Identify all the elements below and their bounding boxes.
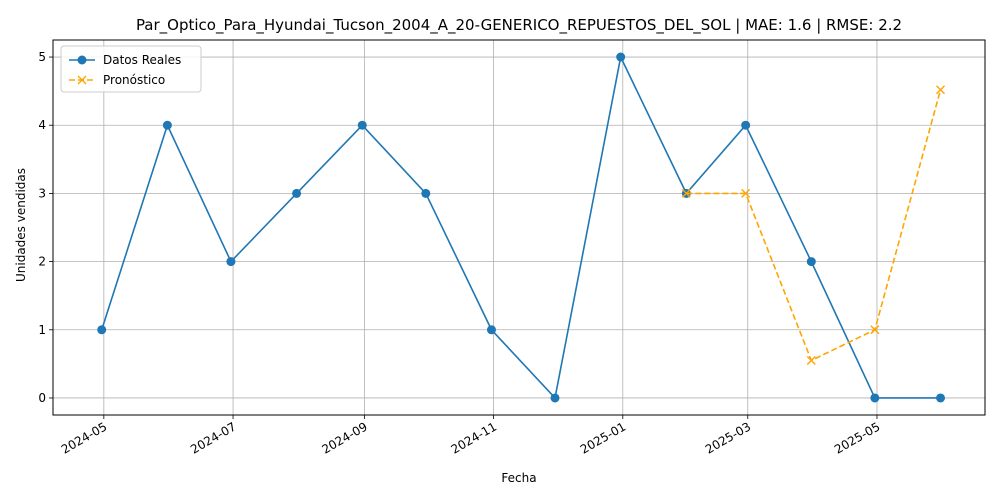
data-point <box>870 325 880 335</box>
series-2 <box>681 85 946 365</box>
grid <box>53 40 985 415</box>
data-point <box>806 355 816 365</box>
x-tick-label: 2024-11 <box>449 419 499 456</box>
y-axis-label: Unidades vendidas <box>14 168 28 282</box>
x-tick-label: 2024-09 <box>319 419 369 456</box>
x-tick-label: 2025-01 <box>578 419 628 456</box>
x-axis-label: Fecha <box>501 471 536 485</box>
data-point <box>97 325 107 335</box>
data-point <box>681 188 691 198</box>
data-point <box>616 52 626 62</box>
data-point <box>162 120 172 130</box>
data-point <box>550 393 560 403</box>
data-point <box>936 85 946 95</box>
data-point <box>936 393 946 403</box>
data-point <box>870 393 880 403</box>
data-point <box>806 257 816 267</box>
series-layer <box>97 52 946 403</box>
x-tick-label: 2025-05 <box>832 419 882 456</box>
y-tick-label: 5 <box>38 50 46 64</box>
y-tick-label: 2 <box>38 255 46 269</box>
y-tick-label: 1 <box>38 323 46 337</box>
series-line <box>100 54 941 400</box>
legend: Datos Reales Pronóstico <box>60 45 202 93</box>
data-point <box>357 120 367 130</box>
data-point <box>741 188 751 198</box>
chart-title: Par_Optico_Para_Hyundai_Tucson_2004_A_20… <box>136 16 902 35</box>
data-point <box>292 188 302 198</box>
y-tick-label: 3 <box>38 186 46 200</box>
data-point <box>421 188 431 198</box>
plot-frame <box>52 39 986 416</box>
series-1 <box>97 52 946 403</box>
legend-label: Datos Reales <box>103 53 181 67</box>
legend-box <box>60 45 202 93</box>
y-tick-label: 4 <box>38 118 46 132</box>
x-tick-label: 2024-05 <box>59 419 109 456</box>
y-tick-label: 0 <box>38 391 46 405</box>
x-tick-label: 2024-07 <box>188 419 238 456</box>
legend-item: Datos Reales <box>69 53 181 67</box>
x-axis-ticks: 2024-05 2024-07 2024-09 2024-11 2025-01 2025-… <box>59 415 882 457</box>
legend-item: Pronóstico <box>69 73 165 87</box>
data-point <box>486 325 496 335</box>
y-axis-ticks: 0 1 2 3 4 5 <box>38 50 53 405</box>
legend-marker <box>77 55 87 65</box>
series-line <box>686 89 942 362</box>
data-point <box>741 120 751 130</box>
legend-label: Pronóstico <box>103 73 165 87</box>
legend-marker <box>77 75 87 85</box>
x-tick-label: 2025-03 <box>703 419 753 456</box>
data-point <box>226 257 236 267</box>
